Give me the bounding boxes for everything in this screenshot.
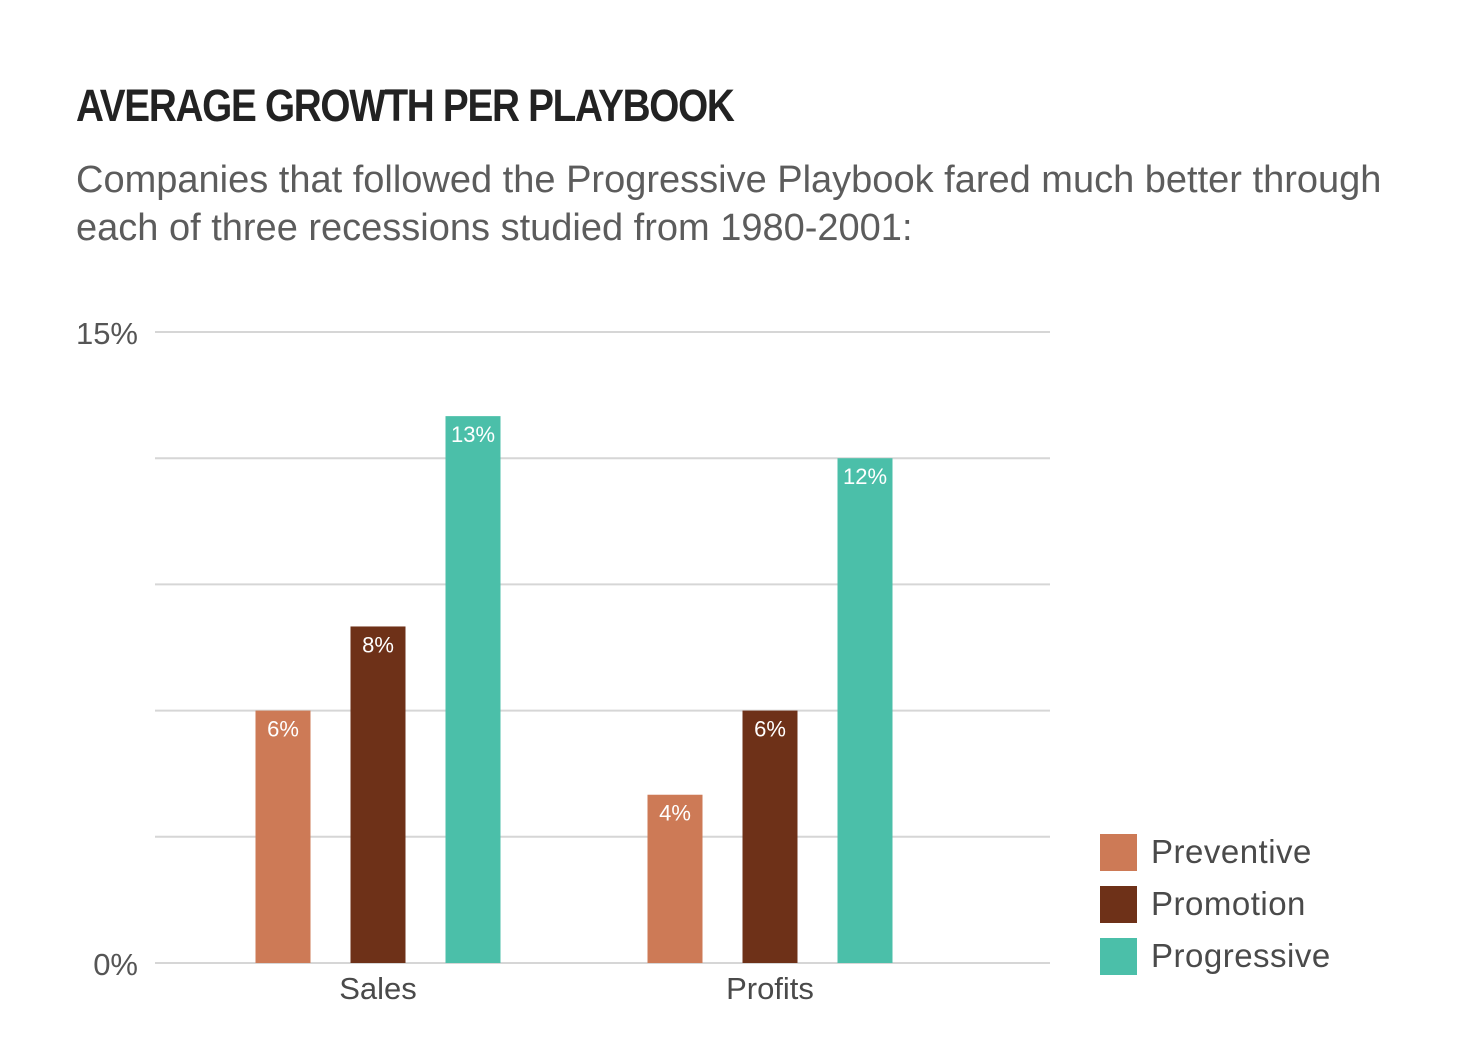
legend-item-preventive: Preventive <box>1100 826 1331 878</box>
data-label: 6% <box>267 717 299 742</box>
data-label: 4% <box>659 801 691 826</box>
bar-preventive-sales <box>255 710 311 963</box>
chart-title: AVERAGE GROWTH PER PLAYBOOK <box>76 80 735 131</box>
bar-promotion-sales <box>350 626 406 963</box>
chart-subtitle: Companies that followed the Progressive … <box>76 159 1382 249</box>
legend-item-progressive: Progressive <box>1100 930 1331 982</box>
bar-preventive-profits <box>647 794 703 963</box>
x-tick-label: Sales <box>339 971 417 1006</box>
y-tick-label: 15% <box>76 316 138 351</box>
x-tick-label: Profits <box>726 971 814 1006</box>
legend: Preventive Promotion Progressive <box>1100 826 1331 982</box>
bar-progressive-sales <box>445 416 501 964</box>
legend-swatch-progressive <box>1100 937 1137 975</box>
legend-label-progressive: Progressive <box>1151 937 1331 974</box>
legend-swatch-preventive <box>1100 833 1137 871</box>
legend-item-promotion: Promotion <box>1100 878 1331 930</box>
bar-promotion-profits <box>742 710 798 963</box>
data-label: 12% <box>843 464 887 489</box>
legend-label-promotion: Promotion <box>1151 885 1306 922</box>
legend-swatch-promotion <box>1100 885 1137 923</box>
legend-label-preventive: Preventive <box>1151 833 1312 870</box>
bar-progressive-profits <box>837 458 893 963</box>
data-label: 13% <box>451 422 495 447</box>
y-tick-label: 0% <box>93 947 138 982</box>
data-label: 6% <box>754 717 786 742</box>
data-label: 8% <box>362 632 394 657</box>
